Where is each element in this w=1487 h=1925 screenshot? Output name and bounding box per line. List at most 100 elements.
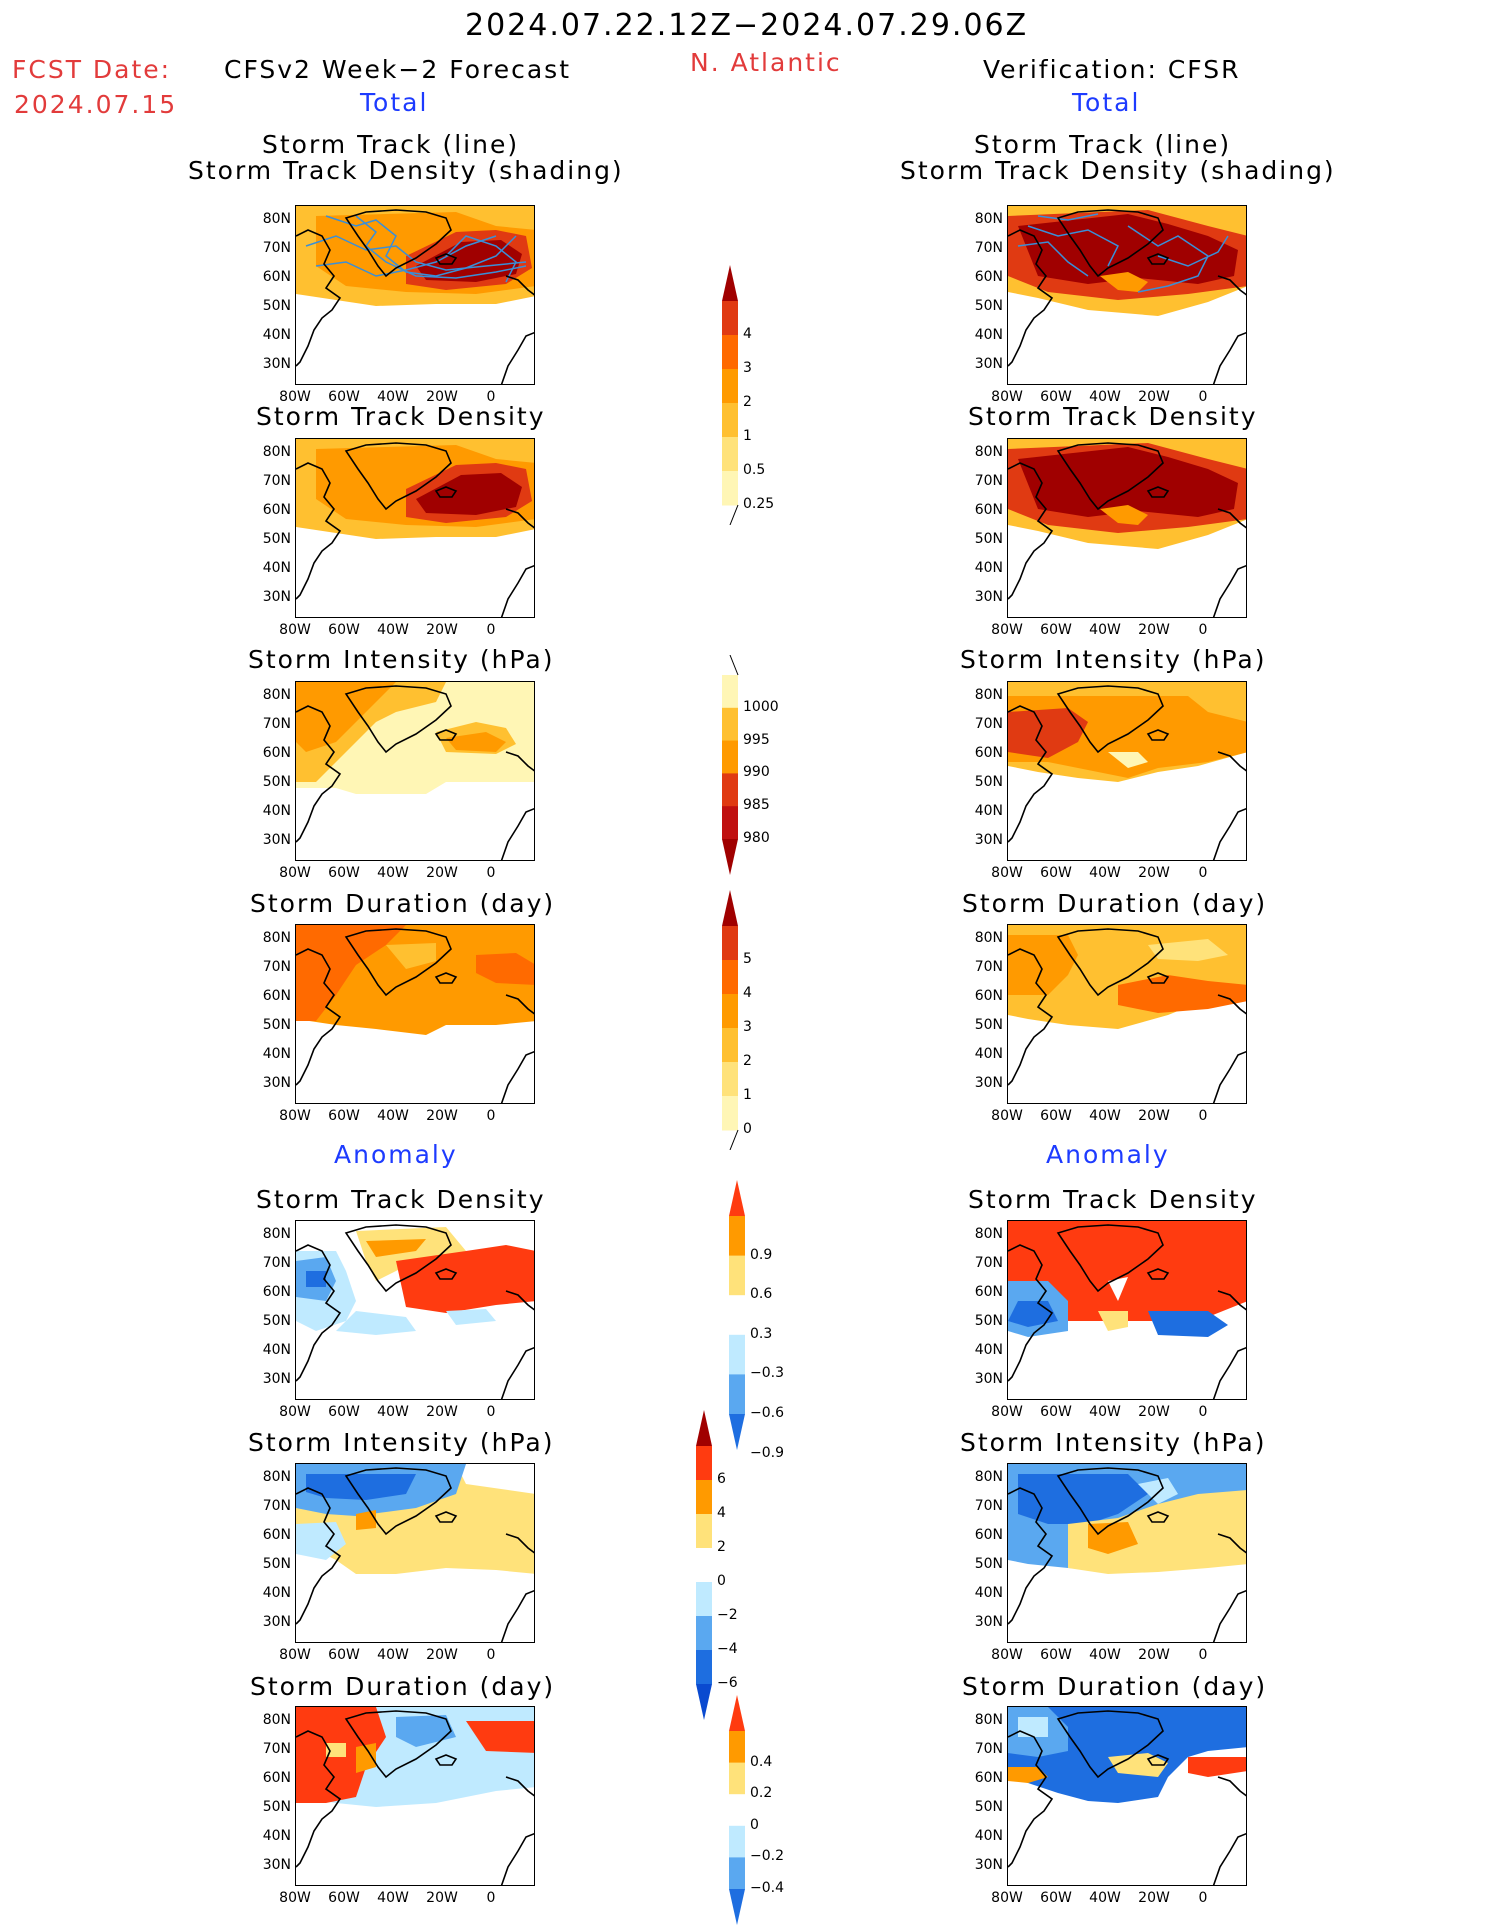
coastline (500, 751, 534, 860)
longitude-tick-label: 0 (1198, 622, 1208, 638)
shaded-region (306, 1474, 416, 1500)
shaded-region (1018, 1717, 1048, 1737)
colorbar-tick-label: 1 (743, 1087, 752, 1103)
coastline (344, 1224, 452, 1293)
colorbar-tick-label: 4 (743, 326, 752, 342)
longitude-tick-label: 60W (1040, 1404, 1072, 1420)
coastline (1056, 442, 1164, 511)
colorbar-tick-label: 0.6 (750, 1286, 773, 1303)
longitude-tick-label: 0 (1198, 1890, 1208, 1906)
longitude-tick-label: 40W (1089, 1108, 1121, 1124)
storm-track-line (1157, 235, 1229, 267)
longitude-tick-label: 20W (426, 1647, 458, 1663)
latitude-tick-label: 70N (974, 473, 1003, 489)
shaded-region (1108, 1753, 1168, 1777)
shaded-region (1188, 1757, 1246, 1777)
colorbar-tick-label: −0.6 (750, 1405, 784, 1421)
right-total-label: Total (1072, 88, 1141, 117)
coastline (344, 209, 452, 278)
longitude-tick-label: 0 (486, 1404, 496, 1420)
latitude-tick-label: 60N (262, 269, 291, 285)
fcst-date-value: 2024.07.15 (14, 90, 178, 119)
coastline (296, 1244, 342, 1382)
colorbar-tick-label: 0.2 (750, 1785, 773, 1802)
latitude-tick-label: 70N (974, 959, 1003, 975)
colorbar-tick-label: 4 (717, 1505, 726, 1521)
latitude-tick-label: 30N (974, 356, 1003, 372)
longitude-tick-label: 20W (426, 389, 458, 405)
latitude-tick-label: 30N (974, 1857, 1003, 1873)
shaded-region (336, 1311, 416, 1335)
coastline (500, 1776, 534, 1885)
colorbar-tick-label: 0 (717, 1573, 726, 1589)
coastline (344, 1710, 452, 1779)
left-anom-density-title: Storm Track Density (256, 1185, 546, 1214)
latitude-tick-label: 30N (262, 1371, 291, 1387)
latitude-tick-label: 50N (974, 531, 1003, 547)
coastline (1056, 209, 1164, 278)
colorbar-segment (722, 806, 738, 840)
right-track-map-panel (1007, 205, 1247, 385)
colorbar-duration-anom (729, 1695, 745, 1925)
coastline (1146, 486, 1170, 498)
longitude-tick-label: 80W (279, 1647, 311, 1663)
left-density-title: Storm Track Density (256, 402, 546, 431)
right-duration-map-panel (1007, 924, 1247, 1104)
latitude-tick-label: 50N (974, 298, 1003, 314)
colorbar-segment (722, 707, 738, 742)
latitude-tick-label: 40N (262, 560, 291, 576)
region-title: N. Atlantic (690, 48, 842, 77)
coastline (1146, 972, 1170, 984)
coastline (1212, 1290, 1246, 1399)
coastline (344, 685, 452, 754)
latitude-tick-label: 50N (262, 774, 291, 790)
shaded-region (1018, 447, 1238, 517)
latitude-tick-label: 60N (262, 988, 291, 1004)
shaded-region (1098, 1311, 1128, 1331)
forecast-title: CFSv2 Week−2 Forecast (224, 55, 571, 84)
latitude-tick-label: 40N (974, 560, 1003, 576)
latitude-tick-label: 60N (262, 745, 291, 761)
latitude-tick-label: 60N (974, 502, 1003, 518)
longitude-tick-label: 0 (486, 1647, 496, 1663)
colorbar-segment (722, 437, 738, 472)
coastline (1146, 1754, 1170, 1766)
shaded-region (1008, 1767, 1048, 1783)
latitude-tick-label: 80N (262, 1469, 291, 1485)
colorbar-segment (696, 1548, 712, 1583)
shaded-region (476, 953, 534, 985)
colorbar-tick-label: 0 (743, 1121, 752, 1137)
coastline (1008, 462, 1054, 600)
latitude-tick-label: 50N (262, 298, 291, 314)
latitude-tick-label: 50N (262, 1556, 291, 1572)
left-anom-duration-title: Storm Duration (day) (250, 1672, 556, 1701)
shaded-region (1148, 939, 1228, 961)
latitude-tick-label: 60N (974, 1527, 1003, 1543)
left-anom-duration-map-panel (295, 1706, 535, 1886)
longitude-tick-label: 80W (991, 1404, 1023, 1420)
right-anom-duration-title: Storm Duration (day) (962, 1672, 1268, 1701)
colorbar-density-total (722, 265, 739, 525)
verification-title: Verification: CFSR (983, 55, 1241, 84)
latitude-tick-label: 70N (974, 1255, 1003, 1271)
shaded-region (1018, 1474, 1148, 1524)
latitude-tick-label: 60N (974, 1284, 1003, 1300)
coastline (500, 994, 534, 1103)
colorbar-tail (729, 504, 739, 525)
longitude-tick-label: 80W (279, 622, 311, 638)
latitude-tick-label: 80N (974, 687, 1003, 703)
latitude-tick-label: 80N (974, 444, 1003, 460)
longitude-tick-label: 80W (279, 389, 311, 405)
shaded-region (386, 943, 436, 969)
longitude-tick-label: 40W (377, 1108, 409, 1124)
longitude-tick-label: 20W (1138, 622, 1170, 638)
shaded-region (366, 1239, 426, 1257)
colorbar-tick-label: 1000 (743, 698, 779, 715)
left-intensity-title: Storm Intensity (hPa) (248, 645, 555, 674)
colorbar-intensity-anom (696, 1410, 712, 1720)
coastline (1008, 705, 1054, 843)
colorbar-tick-label: 6 (717, 1471, 726, 1487)
colorbar-segment (729, 1295, 745, 1336)
longitude-tick-label: 60W (1040, 1647, 1072, 1663)
colorbar-end-triangle (722, 265, 738, 301)
